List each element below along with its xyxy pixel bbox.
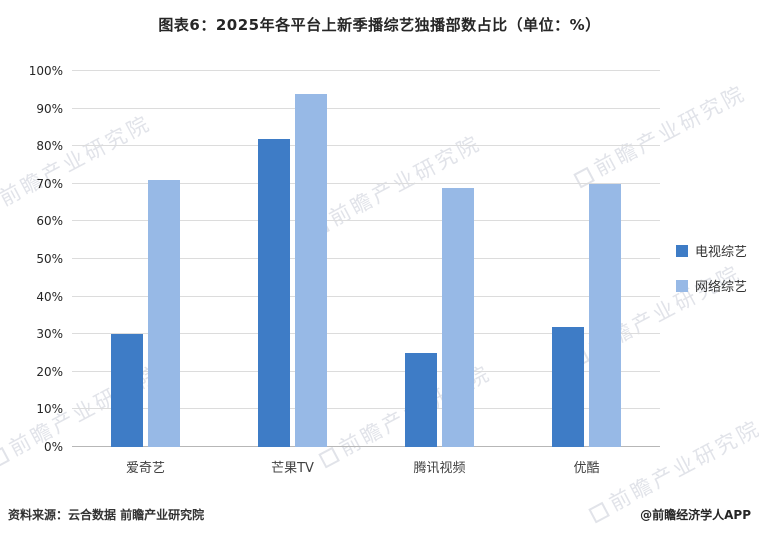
gridline bbox=[72, 107, 660, 109]
watermark-logo-icon bbox=[318, 446, 340, 469]
credit-note: @前瞻经济学人APP bbox=[640, 508, 751, 522]
legend: 电视综艺 网络综艺 bbox=[676, 241, 747, 295]
plot-area: 爱奇艺 芒果TV 腾讯视频 优酷 0% 10% 20% 30% 40% 50% 60% 70% 80%… bbox=[29, 64, 660, 476]
legend-label: 网络综艺 bbox=[695, 280, 748, 295]
bar-group-爱奇艺: 爱奇艺 bbox=[111, 71, 180, 476]
y-axis-tick-label: 50% bbox=[36, 252, 63, 266]
bar-group-腾讯视频: 腾讯视频 bbox=[405, 71, 474, 476]
bar-group-芒果TV: 芒果TV bbox=[258, 71, 327, 476]
x-axis-category-label: 优酷 bbox=[573, 461, 600, 476]
gridline bbox=[72, 182, 660, 184]
legend-label: 电视综艺 bbox=[695, 245, 748, 260]
legend-item-电视综艺: 电视综艺 bbox=[676, 241, 747, 260]
gridline bbox=[72, 70, 660, 71]
page-title: 图表6：2025年各平台上新季播综艺独播部数占比（单位：%） bbox=[158, 16, 601, 34]
bar-网络综艺-芒果TV bbox=[295, 93, 327, 447]
bar-电视综艺-芒果TV bbox=[258, 138, 290, 447]
legend-swatch-icon bbox=[676, 279, 688, 292]
gridline bbox=[72, 295, 660, 297]
y-axis-tick-label: 20% bbox=[36, 364, 63, 379]
bar-电视综艺-腾讯视频 bbox=[405, 353, 437, 447]
bar-网络综艺-爱奇艺 bbox=[148, 180, 180, 447]
gridline bbox=[72, 333, 660, 335]
y-axis-tick-label: 60% bbox=[36, 214, 63, 229]
gridline bbox=[72, 220, 660, 222]
gridline bbox=[72, 370, 660, 372]
bar-电视综艺-优酷 bbox=[552, 326, 584, 447]
source-note: 资料来源：云合数据 前瞻产业研究院 bbox=[8, 508, 205, 522]
y-axis-tick-label: 30% bbox=[36, 327, 63, 342]
bars-row: 爱奇艺 芒果TV 腾讯视频 优酷 bbox=[72, 71, 660, 476]
y-axis-tick-label: 90% bbox=[36, 101, 63, 116]
bar-网络综艺-优酷 bbox=[589, 183, 621, 447]
bar-pair bbox=[552, 71, 621, 447]
y-axis-tick-label: 10% bbox=[36, 402, 63, 417]
bar-网络综艺-腾讯视频 bbox=[442, 187, 474, 447]
legend-item-网络综艺: 网络综艺 bbox=[676, 276, 747, 295]
bar-电视综艺-爱奇艺 bbox=[111, 334, 143, 447]
bar-group-优酷: 优酷 bbox=[552, 71, 621, 476]
gridline bbox=[72, 446, 660, 447]
x-axis-category-label: 爱奇艺 bbox=[125, 461, 165, 476]
watermark-logo-icon bbox=[588, 501, 610, 524]
legend-swatch-icon bbox=[676, 244, 688, 257]
y-axis-tick-label: 100% bbox=[28, 64, 63, 78]
watermark-logo-icon bbox=[0, 446, 10, 469]
bar-pair bbox=[405, 71, 474, 447]
y-axis-tick-label: 80% bbox=[36, 139, 63, 154]
y-axis-tick-label: 40% bbox=[36, 289, 63, 304]
y-axis-tick-label: 0% bbox=[43, 440, 63, 454]
gridline bbox=[72, 258, 660, 259]
x-axis-category-label: 芒果TV bbox=[271, 461, 314, 476]
bar-pair bbox=[111, 71, 180, 447]
gridline bbox=[72, 408, 660, 410]
bar-pair bbox=[258, 71, 327, 447]
x-axis-category-label: 腾讯视频 bbox=[413, 461, 466, 476]
y-axis-tick-label: 70% bbox=[36, 176, 63, 191]
gridline bbox=[72, 145, 660, 147]
